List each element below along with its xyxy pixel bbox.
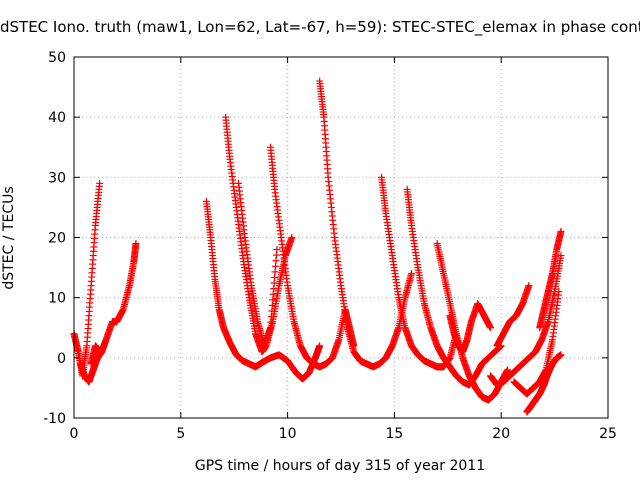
y-tick-label: 0 [57,351,66,367]
plus-marker [525,282,533,290]
plus-marker [487,324,495,332]
plus-marker [504,366,512,374]
y-axis-label: dSTEC / TECUs [1,186,17,290]
plus-marker [273,246,281,254]
series-15 [536,227,565,332]
series-14 [523,351,565,416]
series-2 [87,342,104,368]
series-6 [267,143,358,371]
plus-marker [288,234,296,241]
y-tick-label: 10 [48,291,66,307]
series-16 [493,282,533,350]
y-tick-label: 20 [48,231,66,247]
plus-marker [557,351,565,359]
series-3 [202,197,324,383]
series-7 [316,77,415,371]
plus-marker [316,342,324,350]
grid-lines [74,57,608,418]
plus-marker [557,227,565,235]
plus-marker [132,240,140,248]
plus-marker [407,270,415,278]
x-tick-label: 0 [70,426,79,442]
x-tick-label: 25 [599,426,617,442]
chart-title: dSTEC Iono. truth (maw1, Lon=62, Lat=-67… [0,18,640,36]
x-tick-label: 15 [385,426,403,442]
plus-marker [555,288,563,296]
series-5 [234,179,281,350]
x-axis-label: GPS time / hours of day 315 of year 2011 [194,458,486,474]
series-10 [433,240,512,404]
y-tick-label: 50 [48,50,66,66]
plus-marker [96,348,104,356]
series-0 [70,179,104,380]
series-12 [487,252,565,389]
series-1 [76,240,140,386]
y-tick-label: 30 [48,170,66,186]
series-4 [222,113,296,356]
plot-frame [73,56,609,419]
series-9 [403,185,505,389]
y-tick-label: -10 [43,411,66,427]
plus-marker [557,252,565,260]
data-points [70,77,565,416]
x-tick-label: 5 [176,426,185,442]
series-11 [446,300,495,356]
x-tick-label: 10 [279,426,297,442]
y-tick-label: 40 [48,110,66,126]
x-tick-label: 20 [492,426,510,442]
plus-marker [96,179,104,187]
